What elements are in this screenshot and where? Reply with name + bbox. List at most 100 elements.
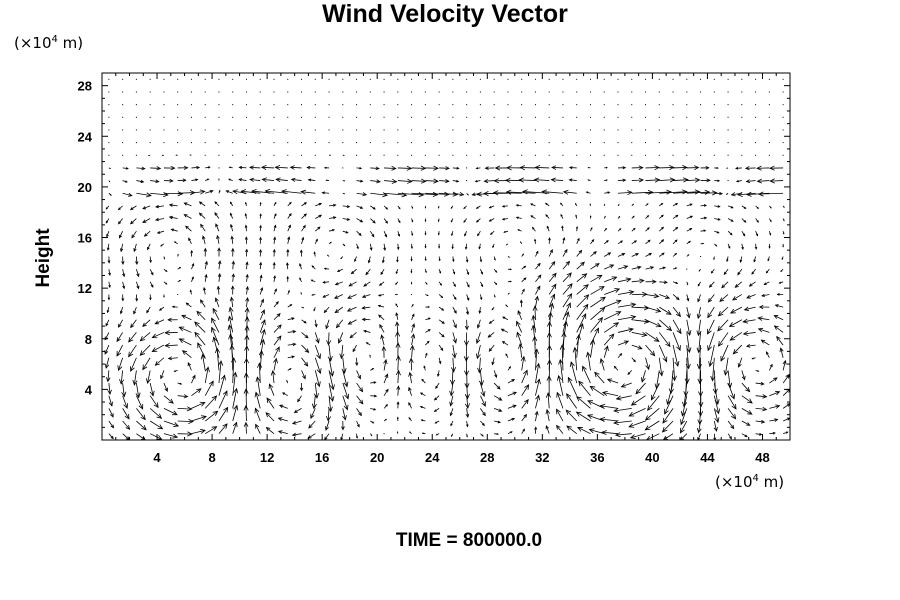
vector-arrowhead	[654, 177, 661, 183]
vector-arrowhead	[586, 414, 593, 420]
vector-arrow	[535, 285, 541, 295]
vector-arrowhead	[698, 391, 704, 398]
vector-dot	[507, 116, 509, 118]
vector-arrow	[107, 243, 110, 251]
vector-dot	[686, 154, 688, 156]
vector-arrowhead	[125, 424, 131, 430]
vector-arrow	[142, 357, 151, 370]
vector-dot	[411, 116, 413, 118]
vector-arrow	[709, 281, 715, 288]
vector-arrow	[204, 426, 217, 435]
vector-arrow	[328, 204, 336, 207]
vector-arrow	[604, 264, 614, 270]
vector-arrow	[507, 418, 515, 422]
vector-dot	[204, 129, 206, 131]
vector-arrow	[561, 345, 564, 371]
vector-arrow	[147, 243, 151, 250]
vector-arrow	[658, 344, 667, 362]
vector-arrowhead	[380, 334, 385, 340]
vector-arrow	[273, 358, 277, 371]
vector-arrowhead	[545, 214, 548, 217]
vector-arrowhead	[214, 212, 218, 216]
vector-arrowhead	[183, 202, 188, 206]
vector-arrowhead	[293, 409, 298, 414]
vector-arrow	[255, 408, 261, 422]
vector-arrowhead	[358, 387, 364, 393]
vector-arrowhead	[503, 230, 506, 233]
vector-arrowhead	[449, 412, 453, 417]
vector-arrowhead	[273, 236, 277, 240]
vector-arrow	[659, 191, 687, 194]
vector-arrowhead	[567, 283, 573, 289]
vector-dot	[589, 129, 591, 131]
vector-arrowhead	[702, 242, 705, 245]
vector-arrowhead	[197, 342, 202, 349]
vector-arrow	[672, 344, 679, 367]
vector-arrow	[782, 360, 786, 371]
vector-arrow	[122, 281, 125, 289]
vector-arrowhead	[441, 321, 445, 324]
vector-arrow	[249, 166, 261, 169]
vector-arrow	[397, 192, 424, 196]
vector-layer	[104, 78, 791, 441]
vector-arrow	[604, 288, 620, 295]
vector-arrowhead	[291, 355, 295, 359]
vector-arrow	[616, 395, 632, 400]
vector-dot	[521, 91, 523, 93]
vector-arrow	[741, 420, 750, 426]
vector-arrowhead	[149, 297, 152, 301]
vector-dot	[672, 154, 674, 156]
vector-arrowhead	[717, 311, 724, 317]
vector-arrowhead	[566, 393, 572, 399]
vector-arrowhead	[325, 324, 330, 330]
vector-arrow	[516, 332, 523, 346]
vector-arrowhead	[658, 370, 664, 377]
vector-dot	[411, 129, 413, 131]
y-tick-label: 24	[78, 129, 93, 144]
vector-arrowhead	[464, 246, 468, 250]
vector-arrow	[590, 251, 597, 257]
vector-arrowhead	[211, 426, 218, 432]
vector-arrow	[328, 370, 334, 390]
vector-arrowhead	[523, 413, 528, 418]
vector-arrowhead	[310, 413, 315, 420]
vector-arrowhead	[445, 179, 450, 184]
vector-arrow	[323, 281, 330, 283]
vector-dot	[686, 268, 688, 270]
vector-arrow	[519, 343, 523, 358]
vector-arrow	[122, 383, 125, 397]
vector-dot	[149, 142, 151, 144]
vector-arrowhead	[437, 220, 440, 223]
vector-arrowhead	[483, 191, 489, 197]
vector-dot	[782, 78, 784, 80]
vector-dot	[493, 78, 495, 80]
vector-dot	[452, 78, 454, 80]
vector-arrowhead	[661, 214, 664, 218]
vector-dot	[617, 154, 619, 156]
vector-arrow	[741, 395, 753, 404]
vector-arrowhead	[325, 426, 329, 431]
vector-arrowhead	[379, 323, 383, 329]
vector-arrowhead	[200, 299, 204, 304]
vector-arrow	[645, 191, 672, 194]
vector-arrowhead	[502, 316, 506, 320]
vector-arrow	[672, 227, 678, 232]
vector-arrow	[615, 433, 632, 436]
vector-arrow	[136, 192, 151, 197]
vector-arrowhead	[211, 317, 216, 324]
vector-arrowhead	[270, 369, 276, 376]
vector-arrowhead	[203, 247, 208, 252]
vector-arrow	[314, 344, 321, 359]
vector-arrowhead	[164, 387, 168, 393]
vector-arrowhead	[424, 206, 427, 209]
vector-arrow	[383, 243, 386, 251]
vector-arrowhead	[719, 297, 725, 302]
vector-arrowhead	[511, 417, 516, 421]
vector-arrowhead	[729, 335, 736, 341]
vector-arrow	[494, 420, 501, 423]
vector-dot	[755, 142, 757, 144]
vector-arrowhead	[713, 426, 718, 432]
vector-dot	[713, 104, 715, 106]
vector-arrow	[535, 395, 540, 409]
vector-arrowhead	[151, 333, 158, 339]
